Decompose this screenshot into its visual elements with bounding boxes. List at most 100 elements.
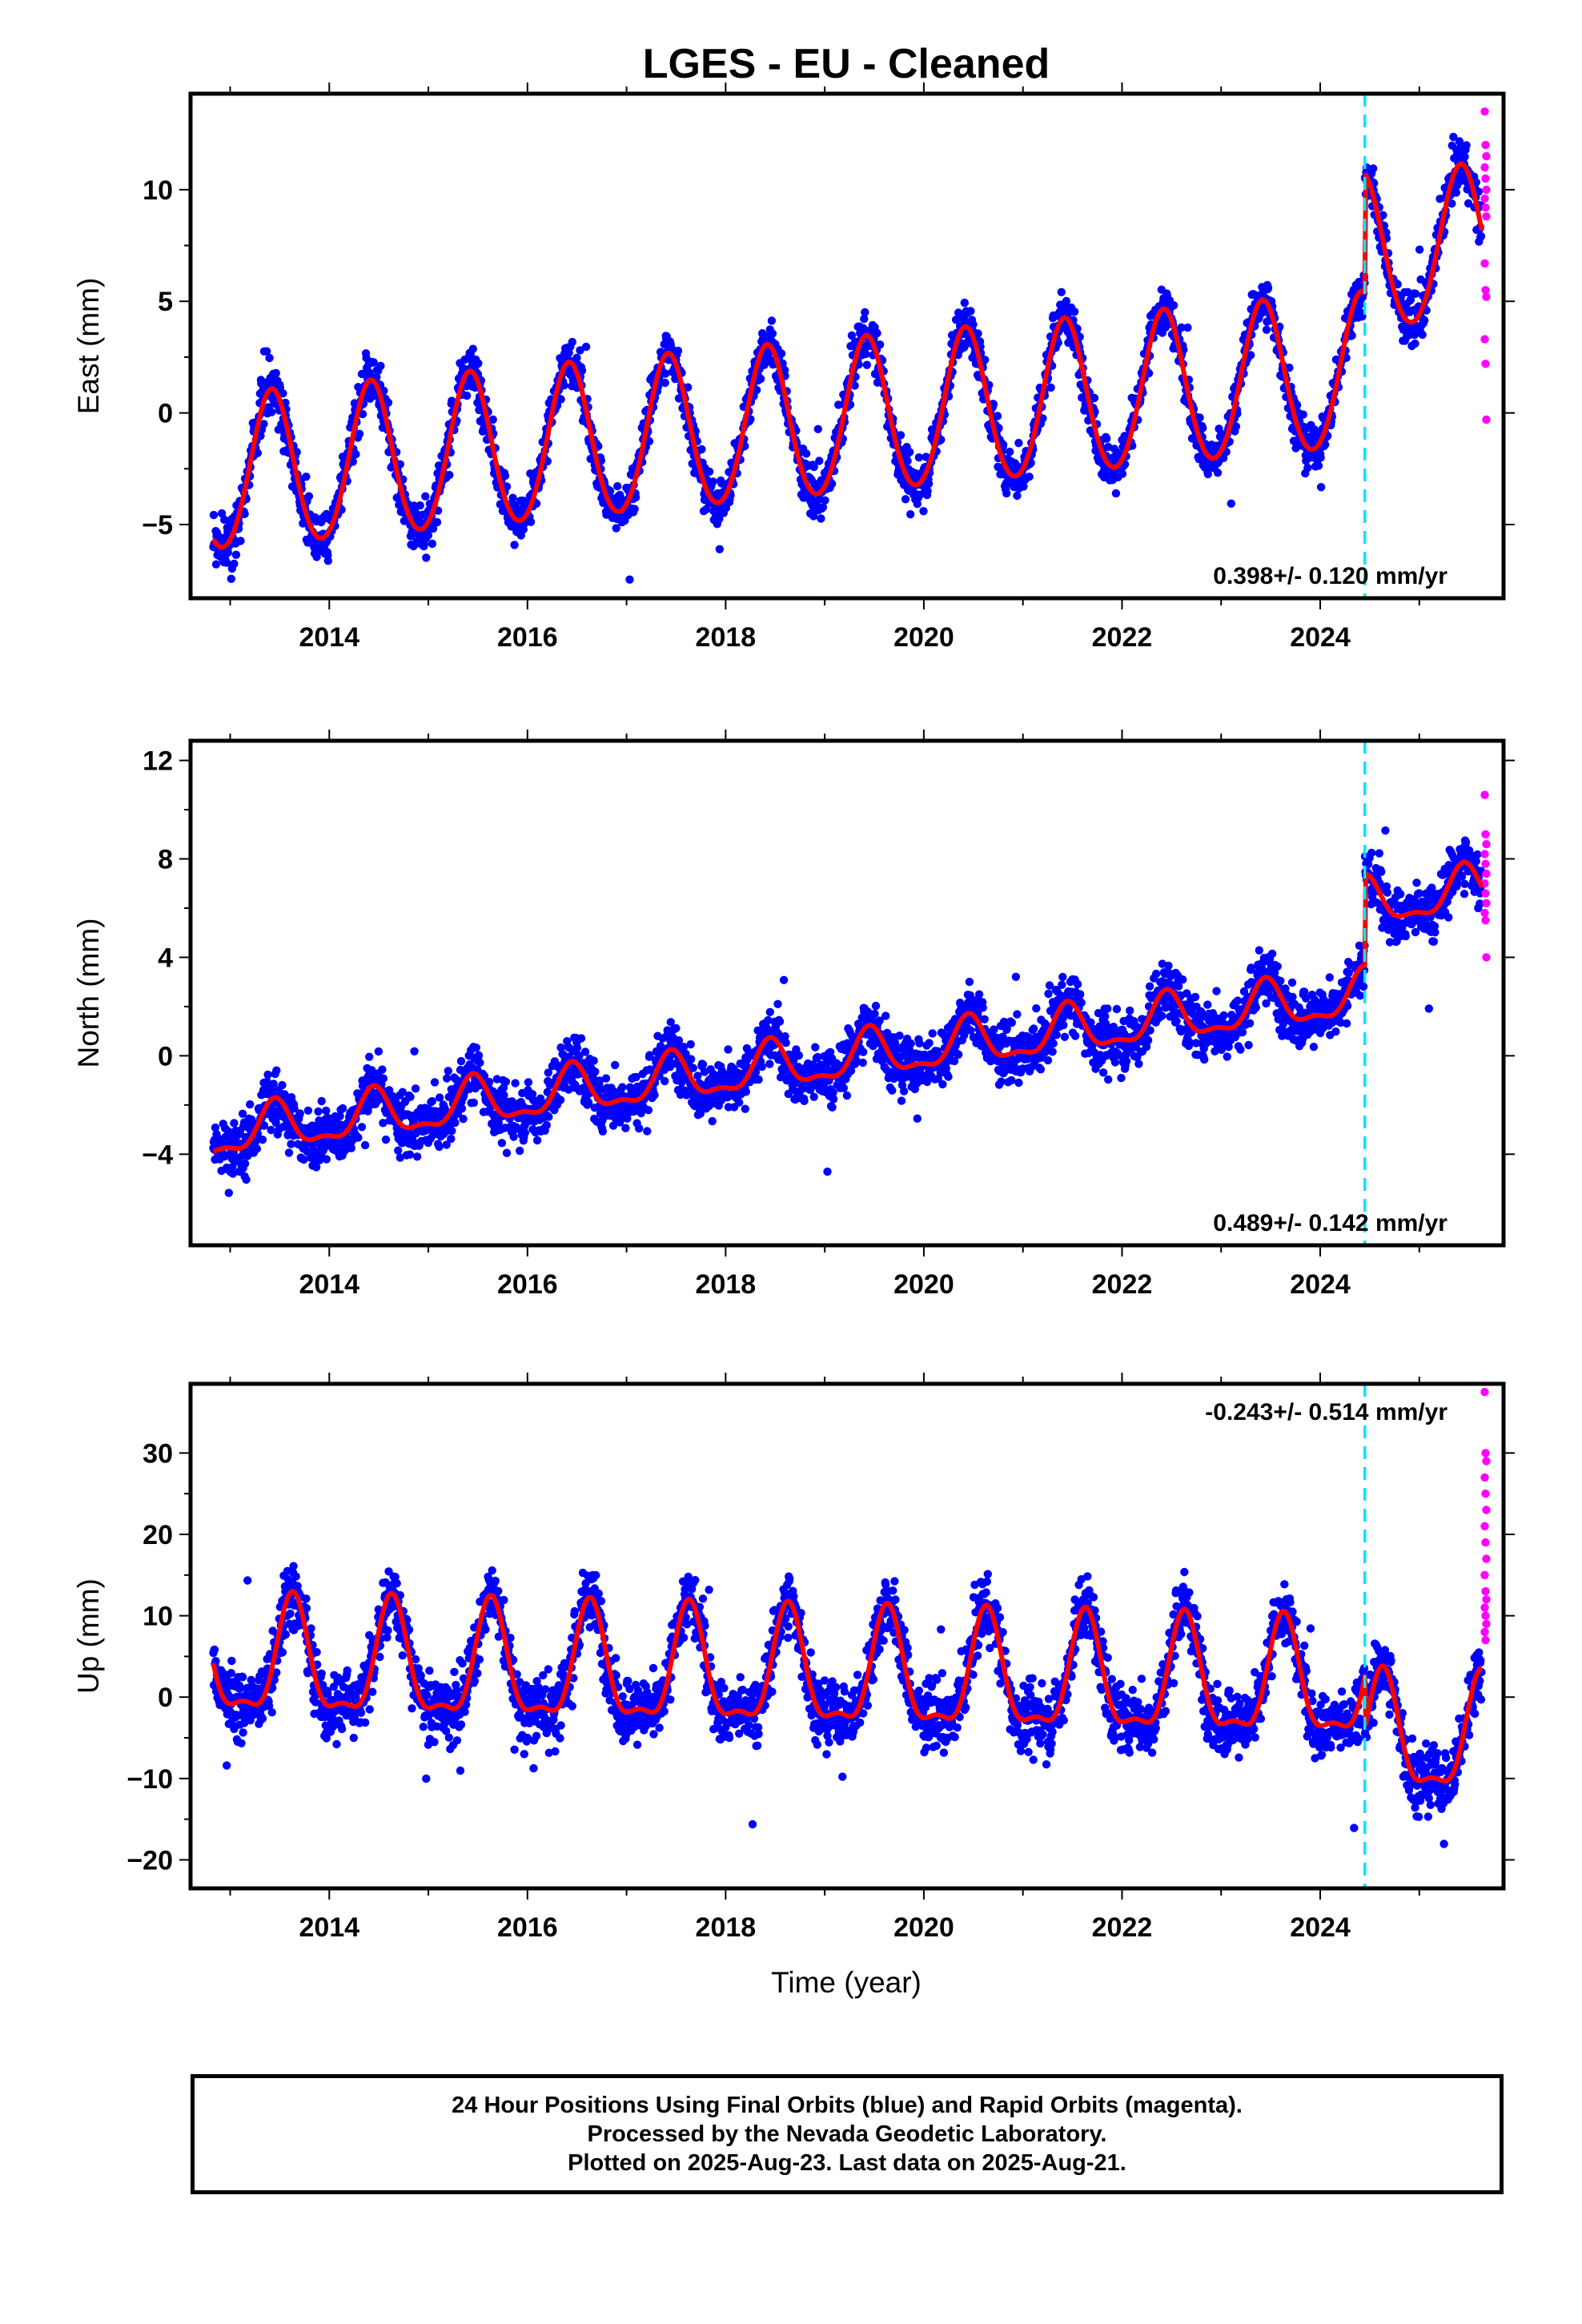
north-data-point — [469, 1098, 478, 1108]
north-data-point — [809, 1092, 818, 1101]
east-data-point — [227, 574, 235, 583]
north-data-point — [360, 1140, 370, 1150]
north-data-point — [357, 1123, 367, 1132]
north-data-point — [839, 1084, 849, 1093]
north-data-point — [412, 1152, 422, 1161]
east-y-tick-label: 10 — [143, 175, 173, 206]
east-data-point — [756, 374, 765, 384]
north-data-point — [365, 1052, 374, 1061]
east-rapid-point — [1480, 335, 1489, 344]
north-data-point — [299, 1155, 308, 1164]
north-data-point — [511, 1079, 520, 1088]
north-data-point — [689, 1063, 697, 1072]
east-data-point — [428, 524, 438, 533]
north-data-point — [459, 1115, 468, 1124]
east-data-point — [1177, 323, 1186, 332]
east-data-point — [709, 477, 717, 486]
east-x-tick-label: 2022 — [1092, 622, 1153, 653]
east-rapid-point — [1480, 259, 1489, 268]
north-data-point — [430, 1078, 440, 1087]
north-data-point — [242, 1175, 251, 1184]
east-data-point — [777, 349, 786, 358]
east-data-point — [259, 420, 268, 428]
east-data-point — [1019, 482, 1028, 491]
north-data-point — [322, 1106, 331, 1116]
east-data-point — [684, 383, 693, 392]
east-data-point — [861, 308, 869, 317]
east-data-point — [1316, 453, 1325, 462]
east-data-point — [705, 467, 714, 476]
east-data-point — [875, 340, 885, 349]
north-data-point — [224, 1188, 233, 1197]
east-data-point — [847, 331, 857, 340]
east-x-tick-label: 2024 — [1290, 622, 1351, 653]
east-data-point — [1144, 368, 1154, 378]
east-rapid-point — [1482, 415, 1491, 424]
east-data-point — [1411, 289, 1420, 298]
north-data-point — [859, 1047, 868, 1056]
north-data-point — [524, 1078, 533, 1087]
east-data-point — [752, 385, 761, 395]
north-data-point — [598, 1127, 608, 1136]
north-data-point — [765, 1007, 774, 1017]
east-data-point — [416, 501, 424, 510]
north-data-point — [502, 1148, 512, 1157]
east-data-point — [1476, 231, 1486, 241]
east-data-point — [613, 482, 622, 491]
north-data-point — [456, 1056, 466, 1066]
east-data-point — [1090, 393, 1099, 403]
north-data-point — [858, 1058, 867, 1068]
east-rapid-point — [1480, 107, 1489, 116]
east-data-point — [815, 456, 824, 465]
east-data-point — [526, 517, 536, 526]
east-data-point — [1161, 323, 1170, 332]
east-data-point — [421, 492, 430, 501]
east-data-point — [914, 453, 924, 462]
north-data-point — [347, 1144, 355, 1152]
east-data-point — [1118, 469, 1127, 478]
east-data-point — [998, 440, 1008, 449]
north-data-point — [591, 1068, 600, 1076]
north-data-point — [314, 1107, 323, 1116]
east-data-point — [422, 553, 431, 562]
east-data-point — [1299, 410, 1307, 419]
north-data-point — [708, 1116, 717, 1126]
north-data-point — [278, 1080, 287, 1090]
north-data-point — [497, 1139, 507, 1148]
north-data-point — [754, 1075, 763, 1084]
north-data-point — [741, 1088, 750, 1096]
east-data-point — [312, 553, 321, 561]
north-data-point — [724, 1045, 733, 1054]
north-data-point — [572, 1043, 582, 1052]
east-data-point — [746, 415, 755, 424]
north-data-point — [741, 1104, 749, 1113]
east-data-point — [818, 503, 828, 512]
east-data-point — [577, 366, 587, 375]
east-data-point — [850, 381, 859, 390]
north-data-point — [230, 1119, 239, 1128]
east-data-point — [576, 346, 584, 355]
east-data-point — [969, 320, 978, 329]
north-data-point — [811, 1043, 820, 1051]
east-rapid-point — [1482, 292, 1491, 301]
east-data-point — [697, 444, 706, 454]
north-data-point — [556, 1096, 565, 1104]
north-data-point — [635, 1124, 644, 1133]
north-data-point — [828, 1103, 837, 1112]
east-data-point — [903, 456, 912, 465]
east-data-point — [1462, 141, 1471, 150]
north-data-point — [284, 1148, 294, 1157]
north-data-point — [781, 1039, 790, 1047]
east-data-point — [445, 471, 454, 480]
east-data-point — [981, 356, 990, 364]
east-data-point — [768, 329, 777, 338]
east-data-point — [1411, 339, 1419, 348]
east-data-point — [901, 495, 910, 504]
east-data-point — [383, 398, 393, 407]
east-rapid-point — [1481, 203, 1490, 212]
north-data-point — [542, 1120, 551, 1130]
east-data-point — [861, 349, 870, 359]
north-data-point — [576, 1034, 586, 1043]
east-data-point — [253, 448, 263, 457]
